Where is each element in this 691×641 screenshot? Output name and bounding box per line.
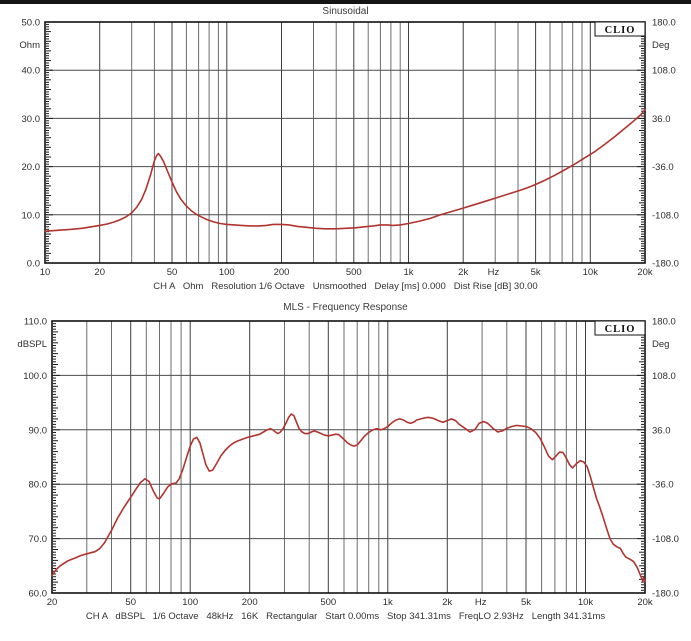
x-axis-labels: 10 20 50 100 200 500 1k 2k 5k 10k 20k Hz <box>40 267 653 278</box>
right-axis-labels: 180.0 108.0 36.0 -36.0 -108.0 -180.0 Deg <box>652 317 679 600</box>
left-tick-label: 80.0 <box>29 480 48 491</box>
plot-frame <box>51 320 646 594</box>
clio-badge-text: CLIO <box>605 25 636 36</box>
right-tick-label: 36.0 <box>652 114 671 125</box>
vertical-gridlines <box>86 321 586 593</box>
right-tick-label: 108.0 <box>652 66 676 77</box>
left-tick-label: 10.0 <box>22 210 41 221</box>
vertical-gridlines <box>99 22 591 263</box>
left-tick-label: 20.0 <box>22 162 41 173</box>
right-axis-unit: Deg <box>652 339 669 350</box>
spl-curve <box>51 413 646 583</box>
x-tick-label: 2k <box>458 267 468 278</box>
x-tick-label: 50 <box>167 267 178 278</box>
x-axis-labels: 20 50 100 200 500 1k 2k 5k 10k 20k Hz <box>47 597 653 608</box>
impedance-chart-title: Sinusoidal <box>322 6 369 17</box>
x-tick-label: 10k <box>578 597 594 608</box>
impedance-curve <box>44 108 646 232</box>
x-tick-label: 10k <box>583 267 599 278</box>
left-tick-label: 90.0 <box>29 425 48 436</box>
right-tick-label: -180.0 <box>652 259 679 270</box>
clio-badge <box>594 320 646 336</box>
impedance-chart-plot: 10 20 50 100 200 500 1k 2k 5k 10k 20k Hz 50.0 40.0 30.… <box>19 18 679 278</box>
x-tick-label: 1k <box>403 267 413 278</box>
left-tick-label: 30.0 <box>22 114 41 125</box>
right-tick-label: -180.0 <box>652 589 679 600</box>
response-status-line: CH A dBSPL 1/6 Octave 48kHz 16K Rectangu… <box>85 611 606 622</box>
clio-badge <box>594 21 646 37</box>
x-tick-label: 100 <box>182 597 198 608</box>
response-chart-title: MLS - Frequency Response <box>283 302 408 313</box>
left-tick-label: 110.0 <box>24 317 47 328</box>
x-tick-label: 200 <box>242 597 258 608</box>
clio-badge-text: CLIO <box>605 324 636 335</box>
left-axis-labels: 110.0 100.0 90.0 80.0 70.0 60.0 dBSPL <box>17 317 47 600</box>
x-tick-label: 20 <box>47 597 58 608</box>
x-tick-label: 100 <box>219 267 235 278</box>
x-tick-label: 20k <box>637 267 653 278</box>
right-tick-label: -108.0 <box>652 534 679 545</box>
x-tick-label: 20 <box>94 267 105 278</box>
right-tick-label: -108.0 <box>652 210 679 221</box>
axis-minor-ticks <box>53 320 644 594</box>
right-axis-labels: 180.0 108.0 36.0 -36.0 -108.0 -180.0 Deg <box>652 18 679 270</box>
x-tick-label: 5k <box>521 597 531 608</box>
right-axis-unit: Deg <box>652 40 669 51</box>
x-tick-label: 5k <box>531 267 541 278</box>
x-tick-label: 20k <box>637 597 653 608</box>
right-tick-label: 36.0 <box>652 425 671 436</box>
horizontal-gridlines <box>45 69 645 216</box>
x-tick-label: 200 <box>274 267 290 278</box>
x-tick-label: 2k <box>442 597 452 608</box>
x-tick-label: 1k <box>383 597 393 608</box>
impedance-status-line: CH A Ohm Resolution 1/6 Octave Unsmoothe… <box>153 281 538 292</box>
left-axis-unit: Ohm <box>19 40 40 51</box>
left-tick-label: 100.0 <box>23 371 47 382</box>
right-tick-label: 108.0 <box>652 371 676 382</box>
left-tick-label: 0.0 <box>27 259 40 270</box>
x-tick-label: 500 <box>320 597 336 608</box>
top-border <box>0 0 691 4</box>
x-tick-label: 500 <box>346 267 362 278</box>
right-tick-label: 180.0 <box>652 317 676 328</box>
right-tick-label: 180.0 <box>652 18 676 29</box>
x-tick-label: 10 <box>40 267 51 278</box>
left-tick-label: 40.0 <box>22 66 41 77</box>
axis-minor-ticks <box>46 21 644 264</box>
response-chart-plot: 20 50 100 200 500 1k 2k 5k 10k 20k Hz 110.0 100.0 90.… <box>17 317 679 609</box>
left-axis-labels: 50.0 40.0 30.0 20.0 10.0 0.0 Ohm <box>19 18 40 270</box>
right-tick-label: -36.0 <box>652 480 674 491</box>
right-tick-label: -36.0 <box>652 162 674 173</box>
x-unit-label: Hz <box>475 597 487 608</box>
x-unit-label: Hz <box>488 267 500 278</box>
left-tick-label: 70.0 <box>29 534 48 545</box>
horizontal-gridlines <box>52 374 645 540</box>
plot-frame <box>44 21 646 264</box>
left-axis-unit: dBSPL <box>17 339 47 350</box>
left-tick-label: 50.0 <box>22 18 41 29</box>
left-tick-label: 60.0 <box>29 589 48 600</box>
x-tick-label: 50 <box>125 597 136 608</box>
